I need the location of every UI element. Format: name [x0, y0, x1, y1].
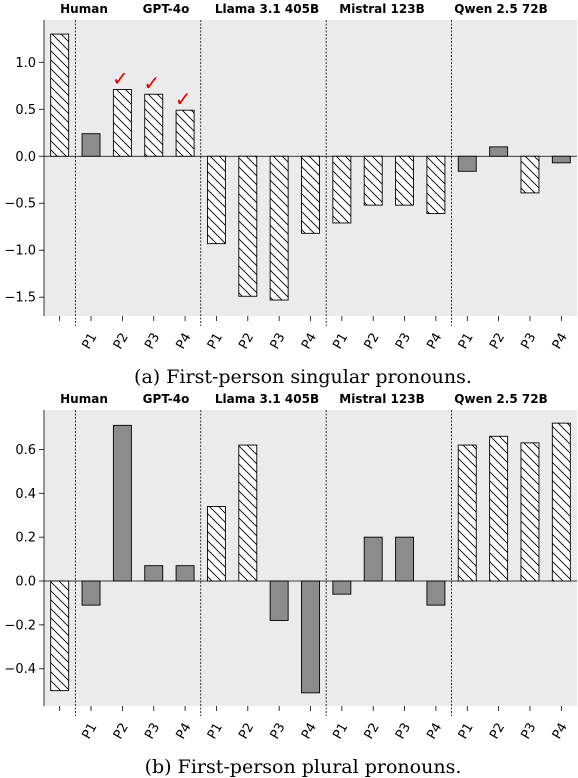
x-tick-label: P1 — [456, 721, 477, 742]
y-tick-label: −0.5 — [4, 197, 36, 212]
bar — [426, 155, 446, 215]
bar — [301, 155, 320, 234]
x-tick-label: P3 — [268, 721, 289, 742]
x-tick-label: P4 — [299, 331, 320, 352]
x-tick-label: P2 — [236, 721, 257, 742]
bar — [206, 506, 226, 582]
bar — [395, 155, 415, 206]
group-label: GPT-4o — [143, 392, 190, 406]
bar — [238, 444, 258, 582]
bar — [363, 155, 383, 206]
x-tick-label: P1 — [456, 331, 477, 352]
group-label: Mistral 123B — [339, 2, 424, 16]
group-label: Qwen 2.5 72B — [454, 392, 547, 406]
y-tick-label: −0.4 — [4, 662, 36, 677]
group-label: Mistral 123B — [339, 392, 424, 406]
x-tick-label: P2 — [487, 721, 508, 742]
check-mark-icon: ✓ — [175, 87, 192, 111]
bar — [175, 109, 195, 157]
bar — [238, 155, 258, 297]
group-label: Human — [60, 392, 108, 406]
x-tick-label: P2 — [362, 721, 383, 742]
bar — [175, 565, 195, 582]
x-tick-label: P4 — [424, 721, 445, 742]
x-tick-label: P4 — [174, 721, 195, 742]
bar — [457, 155, 477, 172]
caption-singular: (a) First-person singular pronouns. — [134, 366, 472, 388]
x-tick-label: P1 — [205, 721, 226, 742]
x-tick-label: P1 — [330, 721, 351, 742]
group-label: Human — [60, 2, 108, 16]
x-tick-label: P2 — [236, 331, 257, 352]
bar — [144, 93, 164, 157]
y-tick-label: −1.0 — [4, 244, 36, 259]
y-tick-label: 1.0 — [15, 56, 36, 71]
y-tick-label: −1.5 — [4, 291, 36, 306]
x-tick-label: P2 — [111, 721, 132, 742]
x-tick-label: P4 — [424, 331, 445, 352]
x-tick-label: P4 — [550, 721, 571, 742]
y-tick-label: 0.0 — [15, 575, 36, 590]
group-label: Qwen 2.5 72B — [454, 2, 547, 16]
x-tick-label: P3 — [393, 721, 414, 742]
y-tick-label: 0.5 — [15, 103, 36, 118]
x-tick-label: P1 — [205, 331, 226, 352]
x-tick-label: P3 — [393, 331, 414, 352]
x-tick-label: P2 — [111, 331, 132, 352]
bar — [81, 580, 101, 606]
bar — [426, 580, 446, 606]
caption-plural: (b) First-person plural pronouns. — [145, 756, 462, 778]
group-label: Llama 3.1 405B — [215, 392, 319, 406]
y-tick-label: 0.6 — [15, 443, 36, 458]
group-label: Llama 3.1 405B — [215, 2, 319, 16]
bar — [457, 444, 477, 582]
y-tick-label: 0.2 — [15, 531, 36, 546]
x-tick-label: P3 — [268, 331, 289, 352]
bar — [50, 33, 70, 157]
x-tick-label: P3 — [142, 331, 163, 352]
x-tick-label: P4 — [550, 331, 571, 352]
x-tick-label: P4 — [174, 331, 195, 352]
y-tick-label: 0.4 — [15, 487, 36, 502]
y-tick-label: 0.0 — [15, 150, 36, 165]
bar — [489, 146, 509, 157]
x-tick-label: P1 — [330, 331, 351, 352]
x-tick-label: P2 — [487, 331, 508, 352]
y-tick-label: −0.2 — [4, 618, 36, 633]
check-mark-icon: ✓ — [112, 67, 129, 91]
bar — [50, 580, 70, 692]
bar — [206, 155, 226, 245]
bar — [520, 155, 540, 194]
x-tick-label: P2 — [362, 331, 383, 352]
bar — [395, 536, 415, 582]
x-tick-label: P1 — [79, 721, 100, 742]
chart-plural-pronouns: Human GPT-4o Llama 3.1 405B Mistral 123B Qwe… — [4, 392, 577, 742]
bar — [269, 580, 289, 621]
x-tick-label: P3 — [518, 721, 539, 742]
x-tick-label: P3 — [518, 331, 539, 352]
group-label: GPT-4o — [143, 2, 190, 16]
bar — [489, 435, 509, 582]
x-tick-label: P1 — [79, 331, 100, 352]
chart-singular-pronouns: Human GPT-4o Llama 3.1 405B Mistral 123B Qwe… — [4, 2, 577, 352]
bar — [363, 536, 383, 582]
bar — [551, 422, 571, 582]
check-mark-icon: ✓ — [143, 71, 160, 95]
bar — [332, 155, 352, 224]
bar — [332, 580, 352, 595]
bar — [269, 155, 289, 301]
bar — [301, 580, 320, 694]
x-tick-label: P3 — [142, 721, 163, 742]
bar — [551, 155, 571, 164]
x-tick-label: P4 — [299, 721, 320, 742]
bar — [81, 133, 101, 157]
bar — [112, 89, 132, 157]
bar — [520, 442, 540, 582]
bar — [112, 424, 132, 582]
bar — [144, 565, 164, 582]
